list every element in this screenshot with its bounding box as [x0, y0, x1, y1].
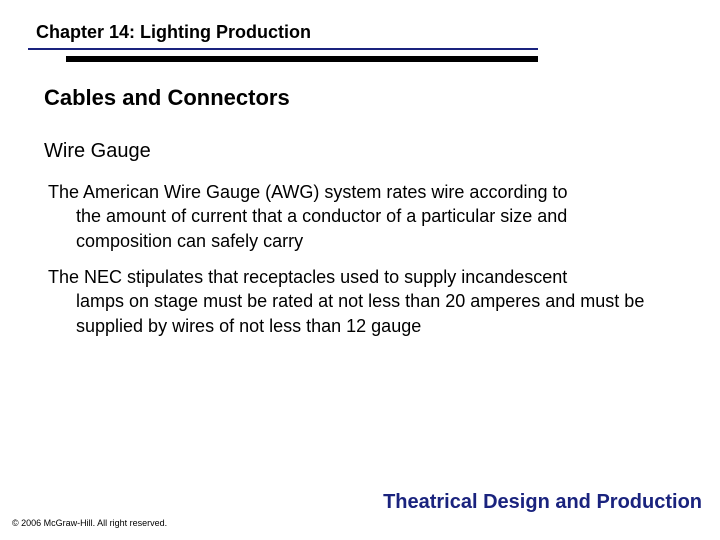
header-rule-thick — [66, 56, 538, 62]
copyright: © 2006 McGraw-Hill. All right reserved. — [12, 518, 167, 528]
paragraph-1: The American Wire Gauge (AWG) system rat… — [48, 180, 668, 253]
slide: Chapter 14: Lighting Production Cables a… — [0, 0, 720, 540]
footer-title: Theatrical Design and Production — [383, 491, 702, 514]
paragraph-2: The NEC stipulates that receptacles used… — [48, 265, 668, 338]
subtitle: Wire Gauge — [44, 140, 151, 163]
chapter-title: Chapter 14: Lighting Production — [36, 22, 311, 43]
section-title: Cables and Connectors — [44, 85, 290, 111]
header-rule-thin — [28, 48, 538, 50]
p2-line1: The NEC stipulates that receptacles used… — [48, 265, 668, 289]
p2-rest: lamps on stage must be rated at not less… — [48, 289, 668, 338]
p1-line1: The American Wire Gauge (AWG) system rat… — [48, 180, 668, 204]
p1-rest: the amount of current that a conductor o… — [48, 204, 668, 253]
